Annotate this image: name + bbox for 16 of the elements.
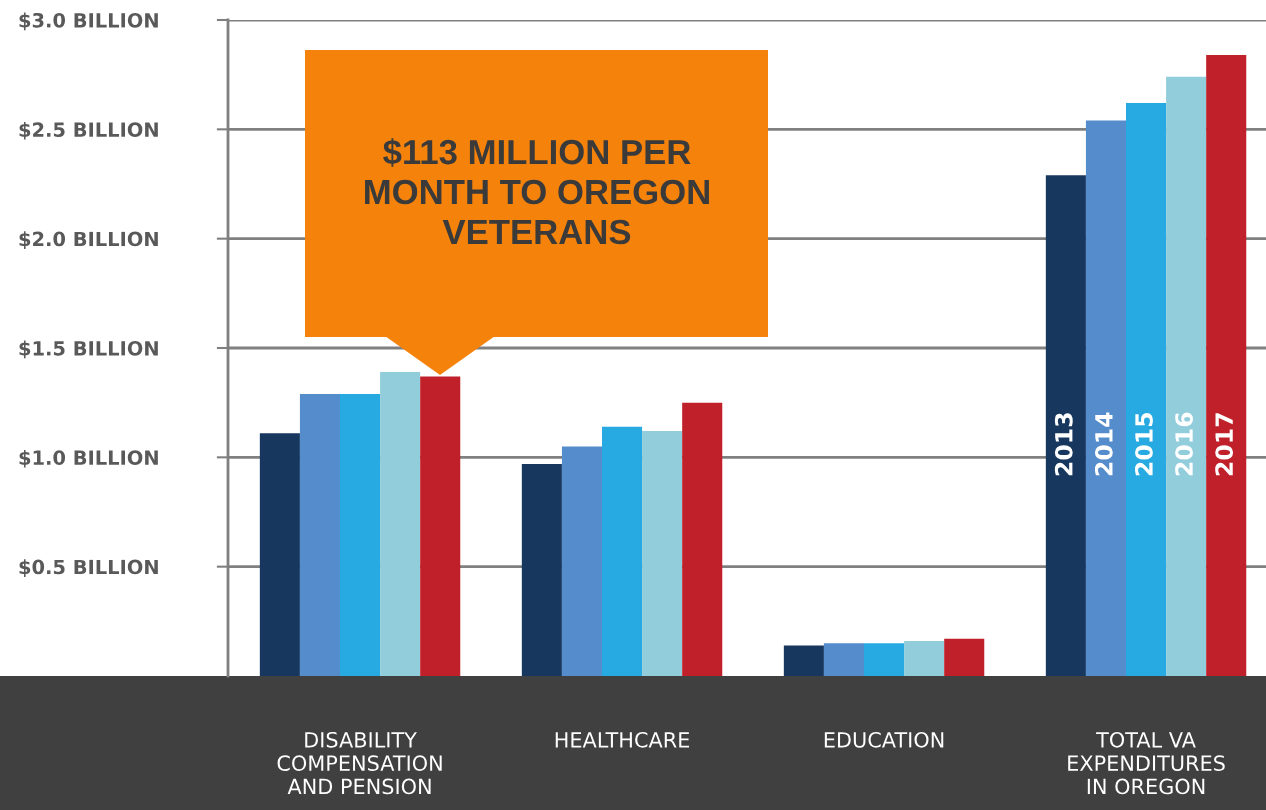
series-label: 2014 [1094,412,1113,476]
y-tick-label: $2.0 BILLION [19,231,158,249]
x-tick-label: DISABILITY COMPENSATION AND PENSION [277,731,442,795]
series-label: 2016 [1175,412,1193,476]
y-tick-label: $1.5 BILLION [19,340,158,359]
x-tick-label: TOTAL VA EXPENDITURES IN OREGON [1068,731,1225,795]
series-label: 2015 [1135,413,1153,476]
y-tick-label: $2.5 BILLION [19,121,158,140]
series-label: 2017 [1215,413,1234,476]
y-tick-label: $3.0 BILLION [19,12,158,31]
x-tick-label: EDUCATION [824,731,944,748]
y-tick-label: $1.0 BILLION [19,449,158,468]
y-tick-label: $0.5 BILLION [19,559,158,577]
annotation: $113 MILLION PER MONTH TO OREGON VETERANS [365,138,709,245]
series-label: 2013 [1054,413,1073,476]
x-tick-label: HEALTHCARE [555,731,690,748]
